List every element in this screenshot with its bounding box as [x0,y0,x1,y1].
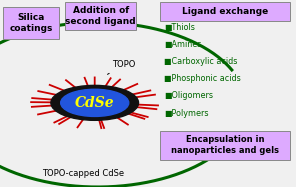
Ellipse shape [51,85,139,120]
Bar [160,2,290,21]
Text: ■Thiols: ■Thiols [164,23,195,32]
Text: Addition of
second ligand: Addition of second ligand [65,6,136,26]
Text: ■Oligomers: ■Oligomers [164,91,213,100]
Text: ■Polymers: ■Polymers [164,109,209,118]
Bar [65,2,136,30]
Text: CdSe: CdSe [75,96,115,110]
Ellipse shape [61,89,129,117]
Text: TOPO-capped CdSe: TOPO-capped CdSe [42,169,124,178]
Text: ■Amines: ■Amines [164,40,202,49]
Text: ■Carboxylic acids: ■Carboxylic acids [164,57,238,66]
Bar [3,7,59,39]
Text: ■Phosphonic acids: ■Phosphonic acids [164,74,241,83]
Text: Encapsulation in
nanoparticles and gels: Encapsulation in nanoparticles and gels [171,135,279,155]
Text: Silica
coatings: Silica coatings [9,13,53,33]
Text: Ligand exchange: Ligand exchange [182,7,268,16]
Text: TOPO: TOPO [107,60,136,74]
Bar [160,131,290,160]
